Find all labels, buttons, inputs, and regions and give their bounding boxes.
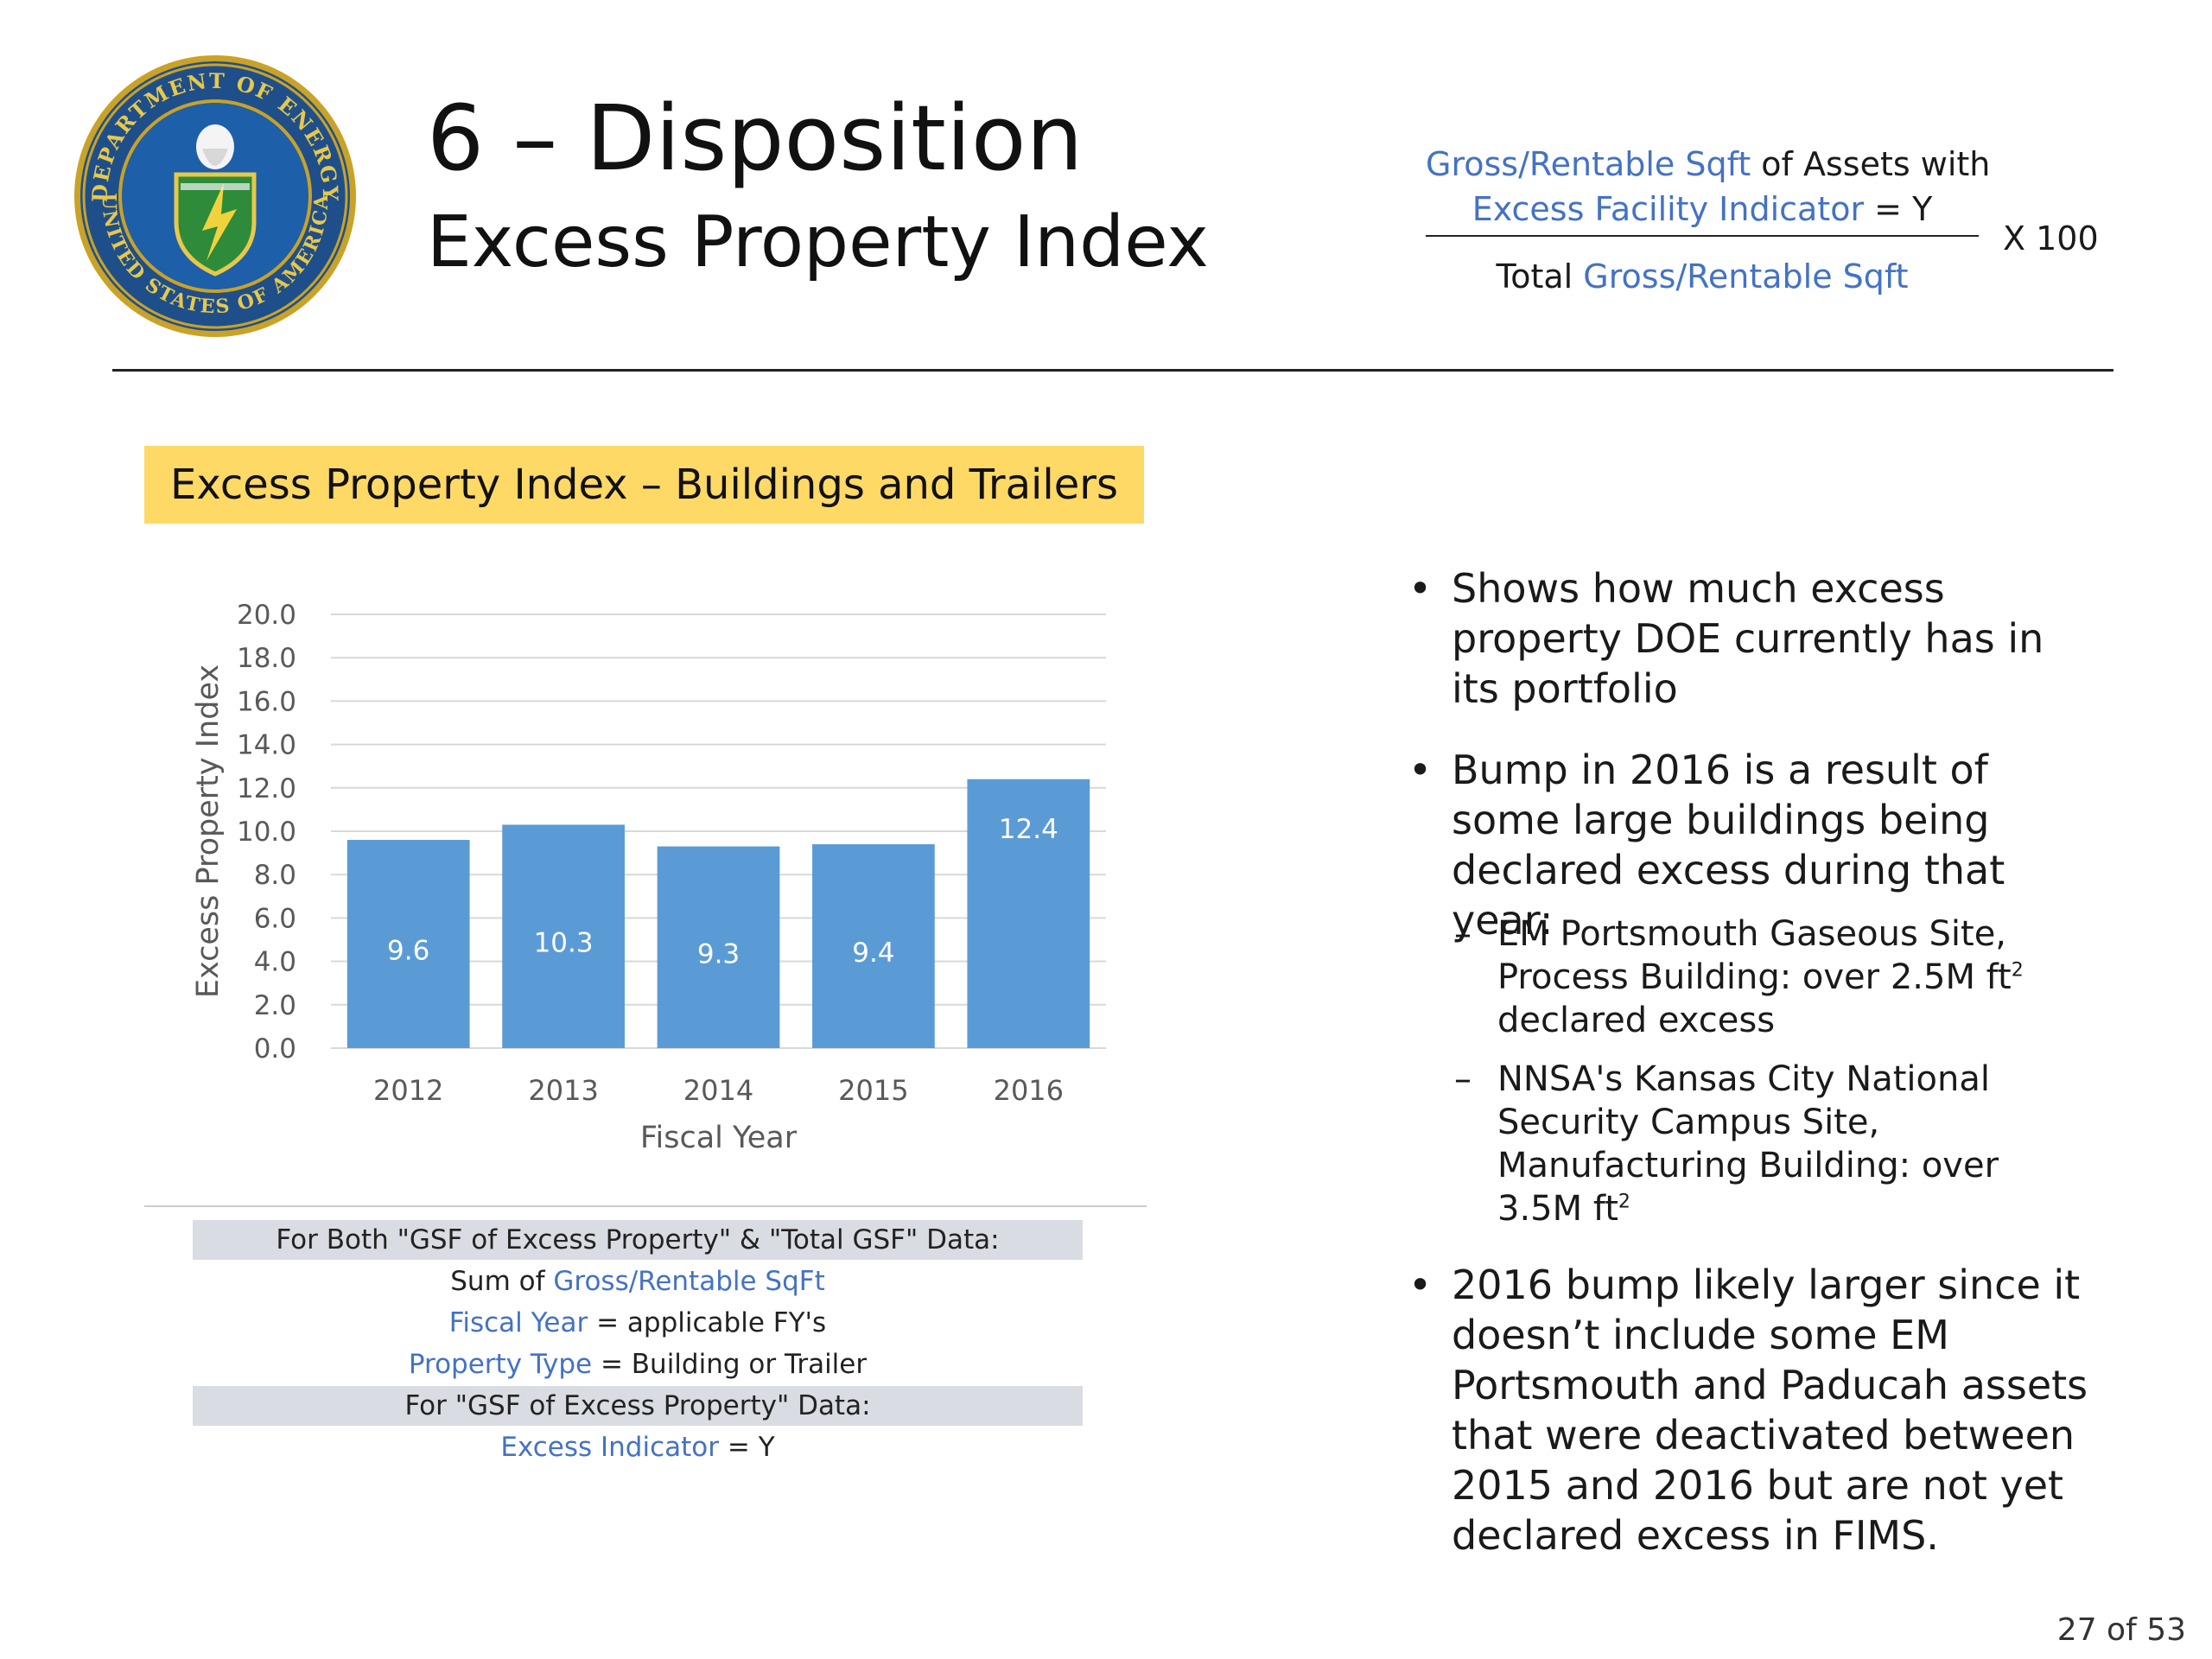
bar	[657, 846, 780, 1048]
filter-excess-indicator: Excess Indicator = Y	[500, 1432, 775, 1463]
formula-fraction-bar	[1426, 235, 1979, 237]
y-tick-label: 0.0	[254, 1033, 296, 1065]
x-tick-label: 2015	[838, 1074, 908, 1107]
bullet-3: • 2016 bump likely larger since it doesn’…	[1408, 1262, 2088, 1559]
data-label: 10.3	[534, 928, 594, 959]
data-label: 9.4	[852, 938, 894, 969]
y-tick-label: 2.0	[254, 990, 296, 1021]
x-tick-label: 2014	[683, 1074, 753, 1107]
bar	[967, 779, 1090, 1048]
chart-header: Excess Property Index – Buildings and Tr…	[144, 446, 1144, 524]
x-tick-label: 2016	[994, 1074, 1064, 1107]
filter-header-excess: For "GSF of Excess Property" Data:	[193, 1386, 1083, 1426]
formula-denominator: Total Gross/Rentable Sqft	[1496, 257, 1909, 296]
y-tick-label: 8.0	[254, 860, 296, 891]
sub-bullet-2: – NNSA's Kansas City National Security Ca…	[1454, 1059, 1999, 1229]
formula-numerator-line1: Gross/Rentable Sqft of Assets with	[1426, 145, 1991, 183]
formula-numerator-line2: Excess Facility Indicator = Y	[1471, 190, 1933, 228]
filter-fiscal-year: Fiscal Year = applicable FY's	[448, 1307, 827, 1338]
y-tick-label: 20.0	[237, 600, 296, 631]
y-tick-label: 6.0	[254, 903, 296, 934]
excess-property-bar-chart: 0.0 2.0 4.0 6.0 8.0 10.0 12.0 14.0 16.0 18.0 20.0 9…	[191, 600, 1106, 1155]
filter-sum: Sum of Gross/Rentable SqFt	[450, 1266, 825, 1297]
x-axis-title: Fiscal Year	[640, 1121, 798, 1155]
y-tick-label: 4.0	[254, 947, 296, 978]
page-number: 27 of 53	[2056, 1612, 2186, 1648]
y-tick-label: 10.0	[237, 817, 296, 848]
filter-property-type: Property Type = Building or Trailer	[408, 1349, 868, 1380]
x-tick-label: 2012	[373, 1074, 443, 1107]
y-axis-title: Excess Property Index	[191, 664, 226, 998]
bullet-1: • Shows how much excess property DOE curr…	[1408, 565, 2044, 712]
y-tick-label: 12.0	[237, 773, 296, 804]
y-tick-label: 14.0	[237, 730, 296, 761]
chart-divider	[144, 1205, 1147, 1207]
data-label: 9.3	[697, 938, 740, 969]
y-tick-label: 16.0	[237, 686, 296, 717]
bar	[346, 840, 470, 1048]
doe-seal-logo: DEPARTMENT OF ENERGY UNITED STATES OF AM…	[74, 55, 356, 337]
sub-bullet-1: – EM Portsmouth Gaseous Site, Process Bui…	[1454, 914, 2024, 1040]
bullet-2: • Bump in 2016 is a result of some large …	[1408, 747, 2005, 944]
bar	[502, 824, 625, 1048]
page-title: 6 – Disposition	[427, 86, 1084, 191]
formula-multiplier: X 100	[2003, 219, 2099, 257]
title-divider	[112, 369, 2113, 372]
y-tick-label: 18.0	[237, 643, 296, 674]
data-label: 12.4	[999, 814, 1058, 845]
filter-header-both: For Both "GSF of Excess Property" & "Tot…	[193, 1220, 1083, 1260]
data-label: 9.6	[387, 936, 429, 967]
x-tick-label: 2013	[528, 1074, 598, 1107]
page-subtitle: Excess Property Index	[427, 201, 1209, 283]
bar	[812, 844, 935, 1048]
